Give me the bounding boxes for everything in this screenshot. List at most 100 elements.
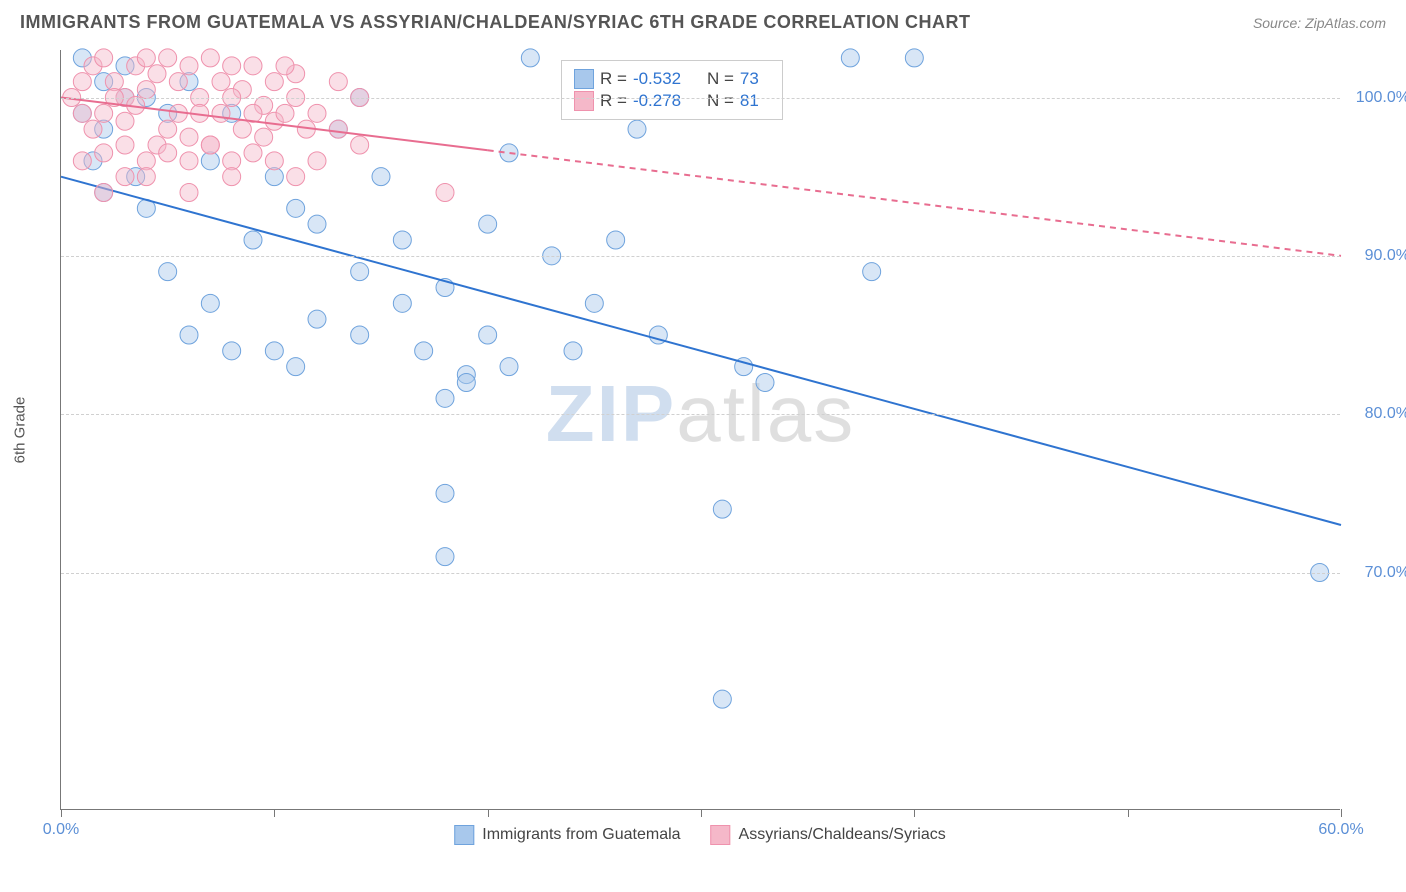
scatter-point — [180, 152, 198, 170]
legend-item: Immigrants from Guatemala — [454, 825, 680, 845]
scatter-point — [212, 73, 230, 91]
y-tick-label: 80.0% — [1365, 405, 1406, 423]
scatter-point — [201, 152, 219, 170]
scatter-point — [148, 65, 166, 83]
scatter-point — [287, 168, 305, 186]
scatter-point — [233, 120, 251, 138]
scatter-point — [564, 342, 582, 360]
x-tick-label: 0.0% — [43, 821, 79, 839]
plot-area: ZIPatlas R = -0.532 N = 73 R = -0.278 N … — [60, 50, 1340, 810]
legend-swatch-blue — [574, 69, 594, 89]
x-tick — [274, 809, 275, 817]
scatter-point — [436, 389, 454, 407]
scatter-point — [863, 263, 881, 281]
scatter-point — [244, 144, 262, 162]
scatter-point — [628, 120, 646, 138]
scatter-point — [393, 231, 411, 249]
legend-row: R = -0.532 N = 73 — [574, 69, 770, 89]
x-tick — [914, 809, 915, 817]
chart-container: 6th Grade ZIPatlas R = -0.532 N = 73 R =… — [60, 50, 1340, 810]
scatter-point — [607, 231, 625, 249]
scatter-point — [713, 500, 731, 518]
scatter-point — [265, 342, 283, 360]
x-tick — [701, 809, 702, 817]
scatter-point — [116, 168, 134, 186]
scatter-point — [393, 294, 411, 312]
x-tick-label: 60.0% — [1318, 821, 1363, 839]
scatter-point — [95, 104, 113, 122]
regression-line — [61, 177, 1341, 525]
scatter-point — [180, 128, 198, 146]
scatter-svg — [61, 50, 1341, 810]
scatter-point — [308, 215, 326, 233]
legend-swatch-blue — [454, 825, 474, 845]
scatter-point — [436, 484, 454, 502]
scatter-point — [500, 358, 518, 376]
legend-swatch-pink — [711, 825, 731, 845]
legend-row: R = -0.278 N = 81 — [574, 91, 770, 111]
scatter-point — [329, 73, 347, 91]
scatter-point — [308, 310, 326, 328]
scatter-point — [415, 342, 433, 360]
scatter-point — [308, 152, 326, 170]
scatter-point — [244, 231, 262, 249]
scatter-point — [841, 49, 859, 67]
y-tick-label: 70.0% — [1365, 564, 1406, 582]
scatter-point — [169, 73, 187, 91]
scatter-point — [180, 57, 198, 75]
chart-header: IMMIGRANTS FROM GUATEMALA VS ASSYRIAN/CH… — [0, 0, 1406, 41]
scatter-point — [308, 104, 326, 122]
scatter-point — [223, 168, 241, 186]
scatter-point — [287, 358, 305, 376]
scatter-point — [223, 152, 241, 170]
scatter-point — [223, 57, 241, 75]
scatter-point — [265, 152, 283, 170]
scatter-point — [201, 49, 219, 67]
scatter-point — [265, 168, 283, 186]
y-axis-label: 6th Grade — [12, 397, 29, 464]
scatter-point — [73, 73, 91, 91]
scatter-point — [201, 136, 219, 154]
grid-line — [61, 256, 1340, 257]
scatter-point — [212, 104, 230, 122]
scatter-point — [159, 263, 177, 281]
scatter-point — [95, 184, 113, 202]
scatter-point — [436, 548, 454, 566]
scatter-point — [372, 168, 390, 186]
x-tick — [1341, 809, 1342, 817]
scatter-point — [329, 120, 347, 138]
scatter-point — [756, 374, 774, 392]
scatter-point — [180, 326, 198, 344]
scatter-point — [351, 326, 369, 344]
scatter-point — [116, 136, 134, 154]
scatter-point — [137, 152, 155, 170]
y-tick-label: 100.0% — [1356, 89, 1406, 107]
scatter-point — [255, 128, 273, 146]
scatter-point — [159, 144, 177, 162]
scatter-point — [137, 81, 155, 99]
grid-line — [61, 414, 1340, 415]
correlation-legend: R = -0.532 N = 73 R = -0.278 N = 81 — [561, 60, 783, 120]
scatter-point — [137, 168, 155, 186]
scatter-point — [585, 294, 603, 312]
grid-line — [61, 98, 1340, 99]
scatter-point — [84, 120, 102, 138]
scatter-point — [116, 112, 134, 130]
scatter-point — [95, 144, 113, 162]
chart-title: IMMIGRANTS FROM GUATEMALA VS ASSYRIAN/CH… — [20, 12, 971, 33]
scatter-point — [159, 49, 177, 67]
scatter-point — [479, 326, 497, 344]
scatter-point — [180, 184, 198, 202]
x-tick — [61, 809, 62, 817]
legend-swatch-pink — [574, 91, 594, 111]
scatter-point — [159, 120, 177, 138]
scatter-point — [905, 49, 923, 67]
scatter-point — [479, 215, 497, 233]
scatter-point — [95, 49, 113, 67]
grid-line — [61, 573, 1340, 574]
scatter-point — [73, 104, 91, 122]
scatter-point — [73, 152, 91, 170]
chart-source: Source: ZipAtlas.com — [1253, 15, 1386, 31]
scatter-point — [521, 49, 539, 67]
scatter-point — [287, 199, 305, 217]
